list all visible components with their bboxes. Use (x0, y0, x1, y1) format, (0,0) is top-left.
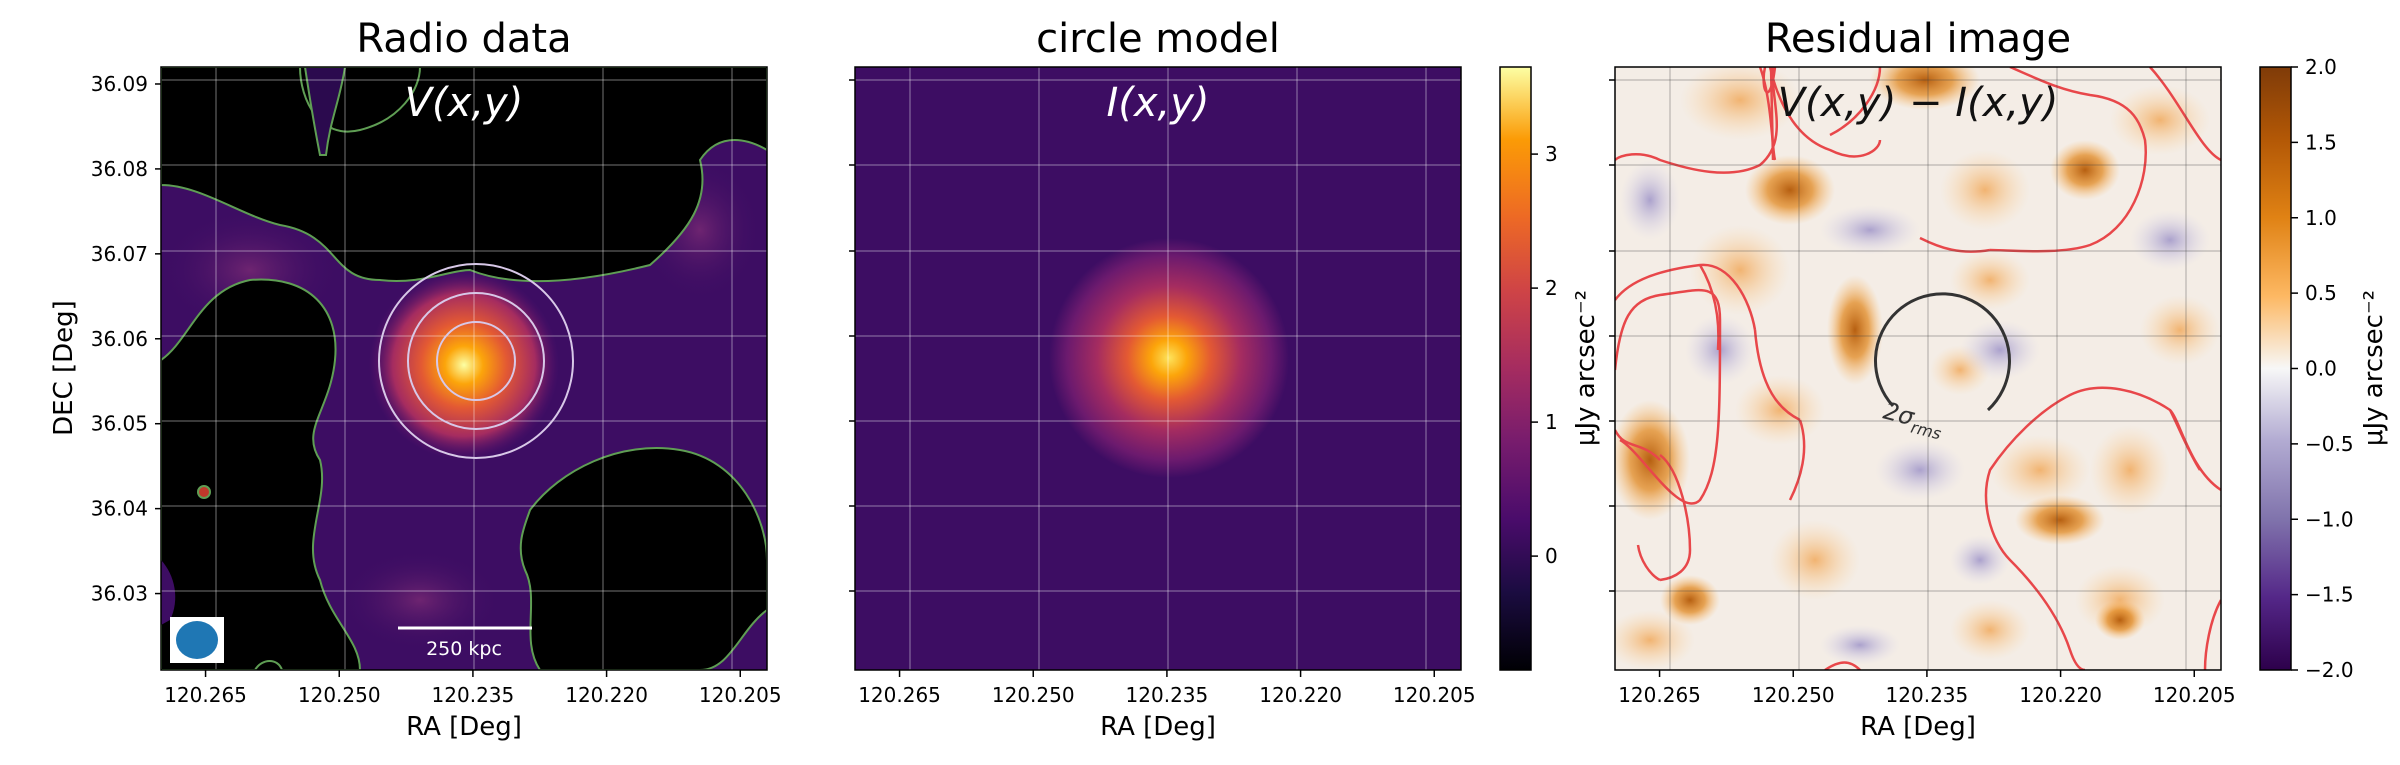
residual-image-panel: 2σrms V(x,y) − I(x,y) Residual image 120… (1609, 16, 2389, 742)
colorbar-tick-label: −2.0 (2305, 658, 2354, 682)
colorbar-tick-label: 0.5 (2305, 281, 2337, 305)
x-tick-label: 120.235 (432, 683, 515, 707)
y-axis-ticks: 36.09 36.08 36.07 36.06 36.05 36.04 36.03 (91, 72, 161, 606)
x-tick-label: 120.205 (1393, 683, 1476, 707)
panel-2-xlabel: RA [Deg] (1100, 712, 1216, 742)
colorbar-tick-label: 1.0 (2305, 206, 2337, 230)
sigma-circle (1874, 292, 2011, 412)
colorbar-tick-label: 0 (1545, 544, 1558, 568)
x-tick-label: 120.220 (1259, 683, 1342, 707)
x-tick-label: 120.265 (1618, 683, 1701, 707)
panel-3-title: Residual image (1765, 16, 2071, 62)
annotation-v: V(x,y) (405, 80, 524, 126)
colorbar-tick-label: 0.0 (2305, 357, 2337, 381)
colorbar-2-label: μJy arcsec⁻² (2359, 290, 2389, 446)
residual-blobs (1615, 67, 2220, 670)
radio-data-panel: V(x,y) 250 kpc Radio data 120.265 120.250… (49, 16, 782, 742)
grid-lines (1615, 67, 2221, 670)
y-tick-label: 36.06 (91, 327, 148, 351)
panel-2-title: circle model (1036, 16, 1280, 62)
x-tick-label: 120.250 (1752, 683, 1835, 707)
colorbar-tick-label: −1.0 (2305, 507, 2354, 531)
x-tick-label: 120.265 (164, 683, 247, 707)
y-axis-ticks-unlabeled (1609, 79, 1615, 592)
x-tick-label: 120.235 (1886, 683, 1969, 707)
y-tick-label: 36.04 (91, 497, 148, 521)
x-tick-label: 120.235 (1126, 683, 1209, 707)
x-axis-ticks: 120.265 120.250 120.235 120.220 120.205 (858, 670, 1476, 707)
y-tick-label: 36.05 (91, 412, 148, 436)
panel-1-ylabel: DEC [Deg] (49, 300, 79, 436)
y-tick-label: 36.07 (91, 242, 148, 266)
circle-model-panel: I(x,y) circle model 120.265 120.250 120.23… (849, 16, 1601, 742)
panel-1-xlabel: RA [Deg] (406, 712, 522, 742)
annotation-residual: V(x,y) − I(x,y) (1778, 80, 2059, 126)
y-tick-label: 36.03 (91, 582, 148, 606)
x-tick-label: 120.250 (992, 683, 1075, 707)
x-tick-label: 120.205 (2153, 683, 2236, 707)
x-tick-label: 120.265 (858, 683, 941, 707)
y-axis-ticks-unlabeled (849, 79, 855, 592)
grid-lines (161, 67, 767, 670)
annotation-i: I(x,y) (1106, 80, 1209, 126)
colorbar-tick-label: 2.0 (2305, 55, 2337, 79)
colorbar-tick-label: 3 (1545, 142, 1558, 166)
residual-image: 2σrms V(x,y) − I(x,y) (1615, 67, 2221, 670)
radio-data-image: V(x,y) 250 kpc (161, 67, 767, 670)
aperture-circles (378, 263, 574, 459)
x-tick-label: 120.220 (2019, 683, 2102, 707)
circle-model-image: I(x,y) (855, 67, 1461, 670)
colorbar-tick-label: 1.5 (2305, 130, 2337, 154)
panel-3-xlabel: RA [Deg] (1860, 712, 1976, 742)
colorbar-2-ticks: 2.0 1.5 1.0 0.5 0.0 −0.5 −1.0 −1.5 −2.0 (2291, 55, 2354, 682)
colorbar-tick-label: 1 (1545, 410, 1558, 434)
colorbar-1 (1499, 66, 1532, 671)
colorbar-tick-label: −0.5 (2305, 432, 2354, 456)
x-axis-ticks: 120.265 120.250 120.235 120.220 120.205 (1618, 670, 2236, 707)
colorbar-1-label: μJy arcsec⁻² (1571, 290, 1601, 446)
x-tick-label: 120.220 (565, 683, 648, 707)
y-tick-label: 36.09 (91, 72, 148, 96)
x-axis-ticks: 120.265 120.250 120.235 120.220 120.205 (164, 670, 782, 707)
panel-1-title: Radio data (356, 16, 571, 62)
grid-lines (855, 67, 1461, 670)
x-tick-label: 120.205 (699, 683, 782, 707)
colorbar-tick-label: 2 (1545, 276, 1558, 300)
scale-bar-label: 250 kpc (426, 638, 502, 660)
colorbar-tick-label: −1.5 (2305, 583, 2354, 607)
beam-ellipse (176, 621, 218, 659)
colorbar-2 (2259, 66, 2292, 671)
x-tick-label: 120.250 (298, 683, 381, 707)
y-tick-label: 36.08 (91, 157, 148, 181)
colorbar-1-ticks: 0 1 2 3 (1531, 142, 1558, 568)
mask-regions (161, 67, 767, 670)
residual-contours (1615, 67, 2221, 670)
